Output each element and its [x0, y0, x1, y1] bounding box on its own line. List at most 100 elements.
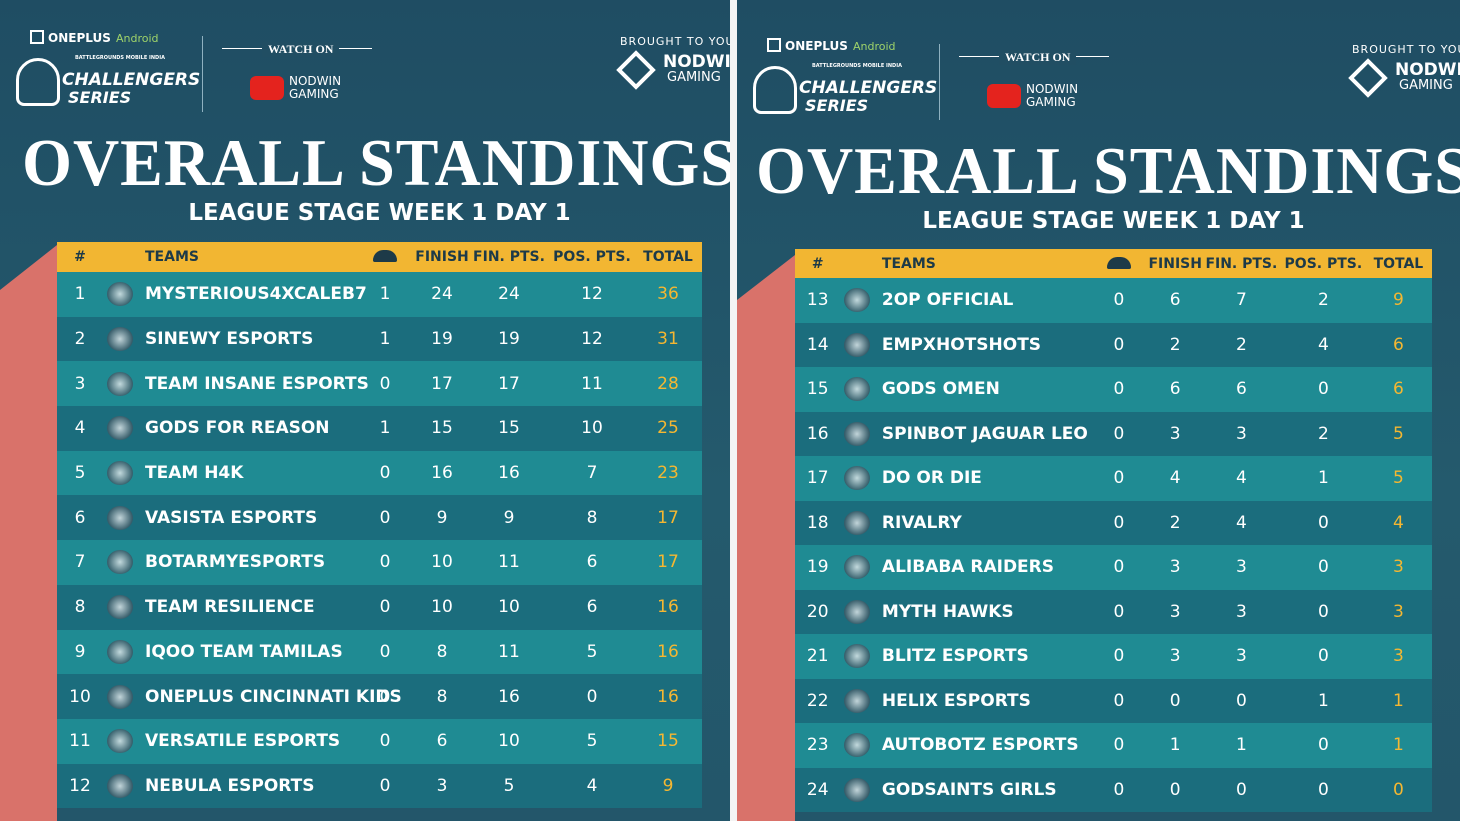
table-row: 8 TEAM RESILIENCE 0 10 10 6 16 — [57, 584, 702, 630]
separator — [202, 36, 203, 112]
channel-text-2: GAMING — [1026, 95, 1076, 109]
team-logo — [107, 282, 133, 307]
stat: 0 — [379, 686, 391, 707]
stat: 0 — [1113, 557, 1125, 578]
column-header: TOTAL — [1373, 255, 1424, 272]
column-header: TOTAL — [643, 249, 693, 265]
stat: 11 — [498, 641, 520, 662]
team-name: GODS OMEN — [881, 379, 1000, 400]
team-logo — [107, 416, 133, 441]
stat: 16 — [657, 686, 679, 707]
table-row: 14 EMPXHOTSHOTS 0 2 2 4 6 — [795, 322, 1432, 367]
stat: 3 — [1235, 601, 1247, 622]
team-name: 2OP OFFICIAL — [881, 290, 1014, 311]
rank: 13 — [806, 290, 829, 311]
stat: 4 — [1235, 468, 1247, 489]
column-header: # — [74, 249, 86, 265]
sponsor-text-1: NODWI — [1395, 60, 1460, 80]
helmet-icon — [16, 58, 60, 106]
team-name: BOTARMYESPORTS — [145, 552, 326, 573]
team-name: TEAM H4K — [145, 463, 244, 484]
stat: 24 — [498, 284, 520, 305]
stat: 16 — [431, 463, 453, 484]
team-logo — [844, 555, 871, 580]
team-name: ONEPLUS CINCINNATI KIDS — [145, 686, 402, 707]
stat: 23 — [657, 463, 679, 484]
channel-text-1: NODWIN — [1026, 82, 1079, 96]
brought-text: BROUGHT TO YOU — [1352, 43, 1460, 56]
column-header: POS. PTS. — [1284, 255, 1363, 272]
stat: 2 — [1317, 290, 1329, 311]
stat: 5 — [1392, 468, 1404, 489]
stat: 6 — [436, 731, 448, 752]
stat: 0 — [1392, 779, 1404, 800]
team-logo — [107, 327, 133, 352]
rank: 10 — [69, 686, 91, 707]
stat: 5 — [1392, 423, 1404, 444]
oneplus-text: ONEPLUS — [48, 31, 111, 45]
stat: 0 — [1317, 646, 1329, 667]
stat: 6 — [1235, 379, 1247, 400]
subtitle: LEAGUE STAGE WEEK 1 DAY 1 — [188, 200, 571, 226]
stat: 7 — [586, 463, 598, 484]
stat: 4 — [1317, 334, 1329, 355]
stat: 9 — [662, 775, 674, 796]
stat: 15 — [431, 418, 453, 439]
stat: 11 — [581, 373, 603, 394]
chicken-dinner-icon — [1106, 256, 1131, 269]
stat: 6 — [1392, 379, 1404, 400]
stat: 0 — [379, 373, 391, 394]
team-logo — [107, 505, 133, 530]
table-row: 2 SINEWY ESPORTS 1 19 19 12 31 — [57, 316, 702, 362]
sponsor-text-2: GAMING — [1399, 78, 1453, 93]
wedge — [0, 245, 57, 821]
channel-text-1: NODWIN — [289, 74, 342, 88]
oneplus-logo — [30, 30, 44, 44]
rank: 6 — [74, 507, 86, 528]
team-name: HELIX ESPORTS — [881, 690, 1031, 711]
stat: 4 — [1169, 468, 1181, 489]
stat: 1 — [1392, 735, 1404, 756]
team-logo — [107, 550, 133, 575]
team-logo — [844, 510, 871, 535]
team-logo — [844, 421, 871, 446]
stat: 5 — [586, 731, 598, 752]
rank: 14 — [806, 334, 829, 355]
stat: 16 — [498, 463, 520, 484]
team-name: BLITZ ESPORTS — [881, 646, 1029, 667]
bgmi-text: BATTLEGROUNDS MOBILE INDIA — [75, 55, 165, 61]
header-row: # TEAMS FINISH FIN. PTS. POS. PTS. TOTAL — [795, 249, 1432, 278]
table-row: 12 NEBULA ESPORTS 0 3 5 4 9 — [57, 763, 702, 809]
stat: 8 — [586, 507, 598, 528]
team-logo — [844, 599, 871, 624]
series-text-1: CHALLENGERS — [799, 78, 938, 98]
table-row: 24 GODSAINTS GIRLS 0 0 0 0 0 — [795, 767, 1432, 812]
team-name: VERSATILE ESPORTS — [145, 731, 341, 752]
stat: 6 — [1169, 290, 1181, 311]
team-name: GODS FOR REASON — [145, 418, 330, 439]
stat: 0 — [1113, 334, 1125, 355]
stat: 2 — [1169, 334, 1181, 355]
team-name: MYSTERIOUS4XCALEB7 — [145, 284, 367, 305]
rank: 8 — [74, 597, 86, 618]
table-row: 19 ALIBABA RAIDERS 0 3 3 0 3 — [795, 545, 1432, 590]
stat: 0 — [1113, 512, 1125, 533]
team-logo — [107, 461, 133, 486]
table-row: 22 HELIX ESPORTS 0 0 0 1 1 — [795, 678, 1432, 723]
helmet-icon — [753, 66, 797, 114]
stat: 0 — [586, 686, 598, 707]
stat: 1 — [379, 418, 391, 439]
stat: 10 — [498, 597, 520, 618]
stat: 0 — [1113, 735, 1125, 756]
subtitle: LEAGUE STAGE WEEK 1 DAY 1 — [922, 208, 1305, 234]
panel: ONEPLUS Android BATTLEGROUNDS MOBILE INDIA… — [0, 0, 730, 821]
team-name: EMPXHOTSHOTS — [881, 334, 1042, 355]
rank: 1 — [74, 284, 86, 305]
stat: 0 — [1113, 468, 1125, 489]
table-row: 10 ONEPLUS CINCINNATI KIDS 0 8 16 0 16 — [57, 674, 702, 719]
table-row: 23 AUTOBOTZ ESPORTS 0 1 1 0 1 — [795, 723, 1432, 768]
bgmi-text: BATTLEGROUNDS MOBILE INDIA — [812, 63, 902, 69]
stat: 19 — [498, 329, 520, 350]
stat: 0 — [1169, 779, 1181, 800]
